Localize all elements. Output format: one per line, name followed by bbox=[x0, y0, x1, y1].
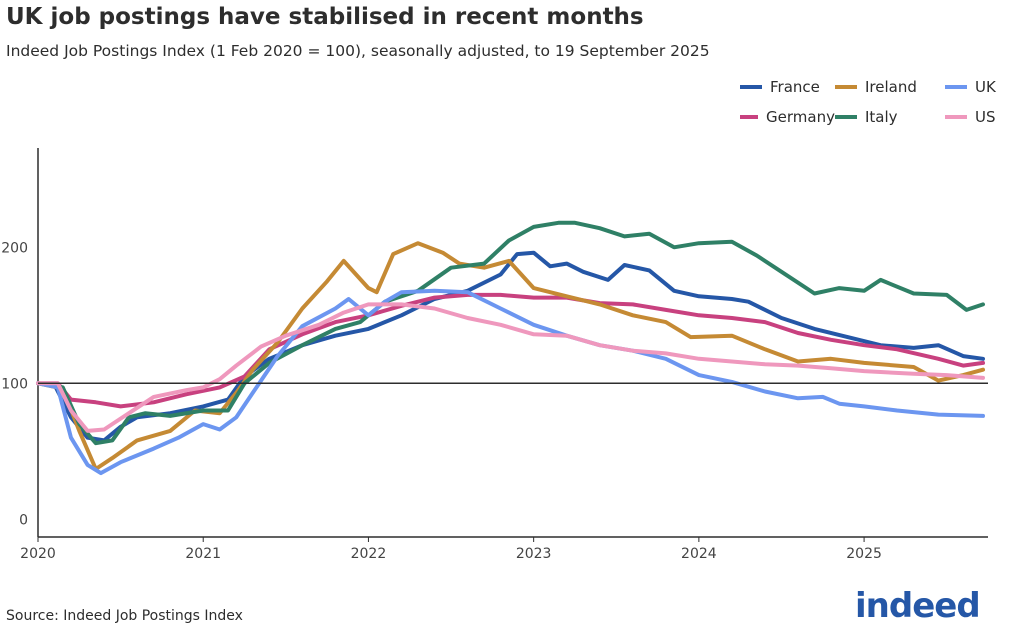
legend-label: Ireland bbox=[865, 78, 917, 96]
series-line-germany bbox=[36, 292, 985, 409]
legend-label: UK bbox=[975, 78, 996, 96]
y-tick-label: 0 bbox=[19, 512, 28, 528]
indeed-logo: indeed bbox=[855, 586, 981, 626]
x-tick-label: 2020 bbox=[20, 546, 56, 562]
source-note: Source: Indeed Job Postings Index bbox=[6, 608, 243, 624]
legend-swatch bbox=[945, 85, 967, 89]
x-tick-label: 2024 bbox=[681, 546, 717, 562]
legend-item-uk: UK bbox=[945, 78, 1020, 96]
series-line-italy bbox=[36, 220, 985, 446]
legend-item-italy: Italy bbox=[835, 108, 945, 126]
x-tick-label: 2025 bbox=[846, 546, 882, 562]
legend-swatch bbox=[945, 115, 967, 119]
chart-title: UK job postings have stabilised in recen… bbox=[6, 4, 644, 30]
legend-label: Germany bbox=[766, 108, 835, 126]
x-tick-label: 2023 bbox=[516, 546, 552, 562]
x-tick-label: 2022 bbox=[351, 546, 387, 562]
legend-item-france: France bbox=[740, 78, 835, 96]
legend-item-germany: Germany bbox=[740, 108, 835, 126]
legend-swatch bbox=[740, 115, 759, 119]
legend-swatch bbox=[835, 115, 857, 119]
chart-subtitle: Indeed Job Postings Index (1 Feb 2020 = … bbox=[6, 42, 710, 60]
series-line-us bbox=[36, 302, 985, 433]
legend-item-us: US bbox=[945, 108, 1020, 126]
y-tick-label: 100 bbox=[1, 376, 28, 392]
x-tick-label: 2021 bbox=[185, 546, 221, 562]
legend-label: France bbox=[770, 78, 820, 96]
legend: France Ireland UK Germany Italy US bbox=[740, 78, 1020, 126]
legend-label: Italy bbox=[865, 108, 898, 126]
series-line-france bbox=[36, 250, 985, 443]
legend-label: US bbox=[975, 108, 996, 126]
series-line-ireland bbox=[36, 241, 985, 471]
y-tick-label: 200 bbox=[1, 240, 28, 256]
legend-item-ireland: Ireland bbox=[835, 78, 945, 96]
series-line-uk bbox=[36, 288, 985, 476]
legend-swatch bbox=[740, 85, 762, 89]
legend-swatch bbox=[835, 85, 857, 89]
